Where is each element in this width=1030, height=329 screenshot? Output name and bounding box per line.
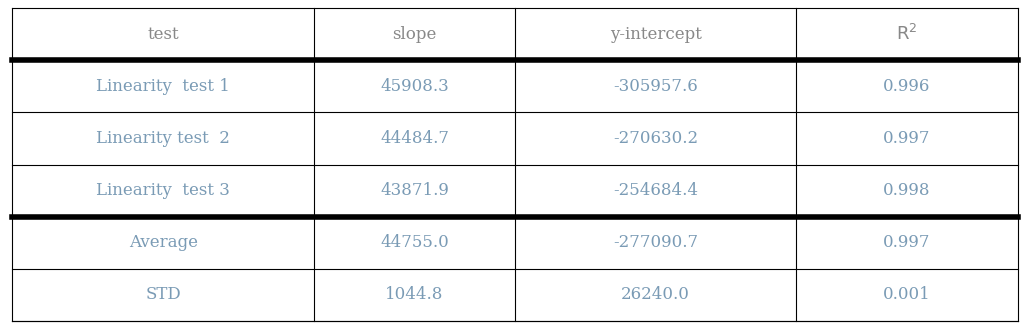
Text: 0.997: 0.997 (884, 234, 931, 251)
Text: Linearity  test 1: Linearity test 1 (96, 78, 230, 95)
Text: 45908.3: 45908.3 (380, 78, 449, 95)
Text: y-intercept: y-intercept (610, 26, 701, 43)
Text: Linearity  test 3: Linearity test 3 (96, 182, 230, 199)
Text: 1044.8: 1044.8 (385, 286, 444, 303)
Text: 0.001: 0.001 (883, 286, 931, 303)
Text: -277090.7: -277090.7 (613, 234, 698, 251)
Text: 0.997: 0.997 (884, 130, 931, 147)
Text: slope: slope (392, 26, 437, 43)
Text: 43871.9: 43871.9 (380, 182, 449, 199)
Text: test: test (147, 26, 179, 43)
Text: -305957.6: -305957.6 (613, 78, 698, 95)
Text: Average: Average (129, 234, 198, 251)
Text: -270630.2: -270630.2 (613, 130, 698, 147)
Text: $\mathrm{R}^2$: $\mathrm{R}^2$ (896, 24, 918, 44)
Text: STD: STD (145, 286, 181, 303)
Text: -254684.4: -254684.4 (613, 182, 698, 199)
Text: 44484.7: 44484.7 (380, 130, 449, 147)
Text: 26240.0: 26240.0 (621, 286, 690, 303)
Text: 44755.0: 44755.0 (380, 234, 449, 251)
Text: 0.996: 0.996 (884, 78, 931, 95)
Text: 0.998: 0.998 (884, 182, 931, 199)
Text: Linearity test  2: Linearity test 2 (96, 130, 230, 147)
